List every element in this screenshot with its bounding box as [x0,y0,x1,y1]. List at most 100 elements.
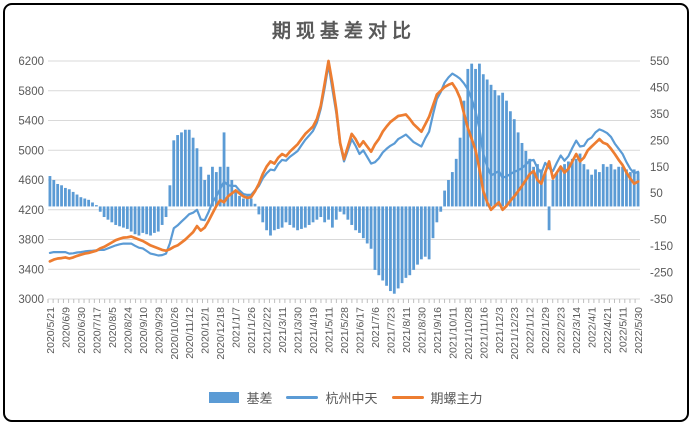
x-axis-label: 2020/8/24 [122,307,134,354]
basis-bar [427,206,431,260]
basis-bar [56,183,60,207]
legend-label-basis: 基差 [246,391,273,406]
x-axis-label: 2020/9/10 [138,307,150,354]
y-axis-label-left: 4200 [18,205,44,217]
basis-bar [195,148,199,207]
y-axis-label-right: 50 [650,188,663,200]
y-axis-label-right: -50 [650,215,667,227]
basis-bar [91,202,94,207]
basis-bar [164,206,168,218]
basis-bar [567,161,570,207]
x-axis-label: 2021/12/23 [509,307,521,360]
basis-bar [87,199,91,207]
basis-bar [141,206,145,233]
basis-bar [245,195,249,207]
basis-bar [64,187,67,207]
basis-bar [253,203,257,207]
basis-bar [439,206,443,212]
basis-bar [559,166,563,207]
y-axis-label-right: 150 [650,162,669,174]
basis-bar [454,158,458,207]
basis-bar [319,206,323,218]
x-axis-label: 2021/9/16 [432,307,444,354]
basis-bar [512,119,516,207]
basis-bar [323,206,327,223]
basis-bar [474,68,477,207]
basis-bar [118,206,121,227]
basis-bar [52,180,56,207]
y-axis-label-left: 5000 [18,145,44,157]
legend-item-basis: 基差 [209,388,272,407]
basis-bar [416,206,419,265]
basis-bar [443,190,447,207]
basis-bar [307,206,311,225]
basis-bar [636,172,640,207]
y-axis-label-left: 5800 [18,86,44,98]
basis-bar [458,137,462,207]
basis-bar [435,206,439,223]
basis-bar [361,206,365,239]
basis-bar [288,206,292,225]
futures-price-line [48,59,640,263]
basis-bar [354,206,358,231]
basis-bar [466,68,470,207]
basis-bar [586,169,590,207]
basis-bar [358,206,361,233]
y-axis-label-right: -150 [650,241,673,253]
basis-bar [222,132,226,207]
basis-bar [203,180,207,207]
basis-bar [632,169,636,207]
basis-bar [404,206,408,278]
x-axis-label: 2021/2/22 [262,307,274,354]
basis-bar [303,206,307,228]
x-axis-label: 2021/3/30 [293,307,305,354]
x-axis-label: 2020/11/12 [184,307,196,359]
y-axis-label-left: 3000 [18,294,44,306]
basis-bar [265,206,269,231]
basis-bar [423,206,427,257]
basis-bar [381,206,385,281]
basis-bar [315,206,319,220]
basis-bar [226,166,230,207]
basis-bar [280,206,284,228]
basis-bar [137,206,141,236]
basis-bar [133,206,137,235]
basis-bar [539,169,543,207]
basis-bar [269,206,272,236]
basis-bar [75,194,79,207]
basis-bar [106,206,110,220]
chart-legend: 基差 杭州中天 期螺主力 [0,388,692,407]
basis-bar [311,206,315,223]
basis-bar [180,132,183,207]
x-axis-label: 2020/5/21 [45,307,57,354]
basis-bar [578,153,582,207]
x-axis-label: 2022/4/1 [587,307,599,348]
basis-bar [284,206,288,223]
basis-bar [497,95,501,207]
x-axis-label: 2022/4/21 [602,307,614,354]
legend-label-futures: 期螺主力 [430,391,483,406]
basis-bar [400,206,404,284]
basis-bar [338,206,342,212]
x-axis-label: 2022/2/23 [556,307,568,354]
basis-bar [110,206,114,223]
y-axis-label-right: 350 [650,109,669,121]
basis-bar [547,206,551,231]
basis-bar [373,206,377,270]
basis-bar [609,164,613,207]
basis-bar [257,206,261,215]
basis-bar [149,206,152,236]
basis-bar [447,180,450,207]
basis-bar [389,206,392,292]
basis-bar [628,172,632,207]
x-axis-label: 2022/5/11 [618,307,630,353]
basis-bar [385,206,388,286]
basis-bar [412,206,416,270]
futures-line-swatch-icon [391,395,424,400]
basis-bar [605,166,609,207]
basis-bar [330,206,334,228]
x-axis-label: 2021/3/11 [277,307,289,353]
legend-item-futures: 期螺主力 [391,388,483,407]
